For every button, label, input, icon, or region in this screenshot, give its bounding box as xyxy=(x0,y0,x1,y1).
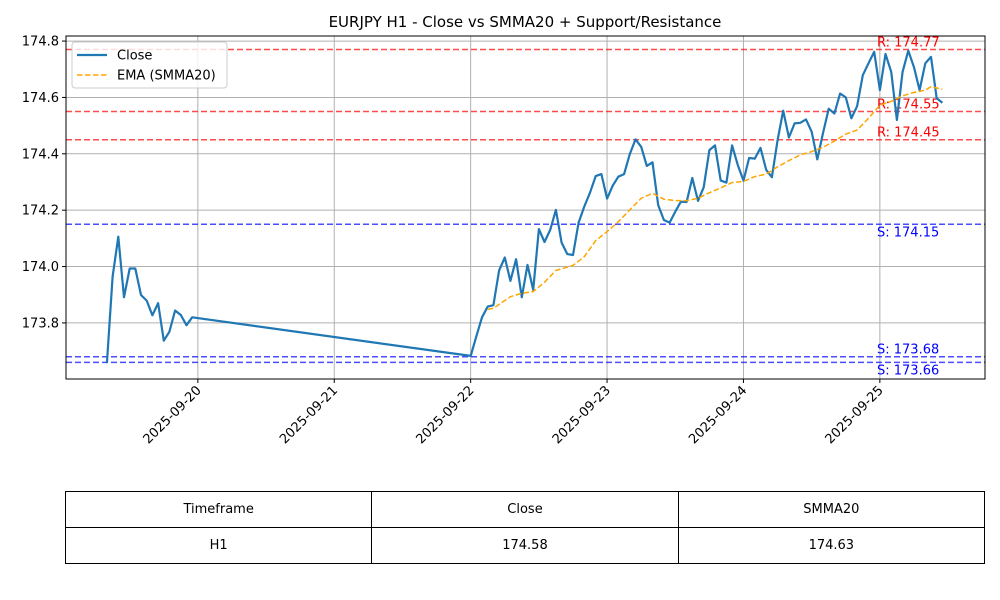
y-tick-label: 173.8 xyxy=(22,316,59,331)
legend-box xyxy=(71,41,228,89)
x-tick-label: 2025-09-22 xyxy=(413,383,477,447)
x-tick-label: 2025-09-20 xyxy=(141,383,205,447)
plot-area-frame xyxy=(65,35,986,380)
support-label: S: 173.66 xyxy=(877,363,939,378)
resistance-label: R: 174.55 xyxy=(877,98,940,113)
table-cell-timeframe: H1 xyxy=(64,527,373,564)
resistance-label: R: 174.45 xyxy=(877,126,940,141)
x-tick-label: 2025-09-21 xyxy=(277,383,341,447)
y-tick-label: 174.6 xyxy=(22,91,59,106)
table-cell-smma20: 174.63 xyxy=(677,527,986,564)
resistance-label: R: 174.77 xyxy=(877,36,940,51)
legend-label: EMA (SMMA20) xyxy=(117,69,216,84)
table-row: H1 174.58 174.63 xyxy=(64,527,986,564)
table-header-row: Timeframe Close SMMA20 xyxy=(64,491,986,528)
x-tick-label: 2025-09-23 xyxy=(550,383,614,447)
y-tick-label: 174.2 xyxy=(22,204,59,219)
table-cell-close: 174.58 xyxy=(371,527,679,564)
smma20-series-line xyxy=(487,85,943,311)
table-header-close: Close xyxy=(371,491,679,528)
y-tick-label: 174.4 xyxy=(22,147,59,162)
y-tick-label: 174.8 xyxy=(22,35,59,50)
legend-label: Close xyxy=(117,49,152,64)
x-tick-label: 2025-09-24 xyxy=(686,383,750,447)
y-tick-label: 174.0 xyxy=(22,260,59,275)
table-header-smma20: SMMA20 xyxy=(677,491,986,528)
x-tick-label: 2025-09-25 xyxy=(823,383,887,447)
close-series-line xyxy=(105,49,944,364)
table-header-timeframe: Timeframe xyxy=(64,491,373,528)
support-label: S: 174.15 xyxy=(877,225,939,240)
support-label: S: 173.68 xyxy=(877,343,939,358)
summary-table: Timeframe Close SMMA20 H1 174.58 174.63 xyxy=(64,491,986,564)
chart-title: EURJPY H1 - Close vs SMMA20 + Support/Re… xyxy=(329,13,722,31)
